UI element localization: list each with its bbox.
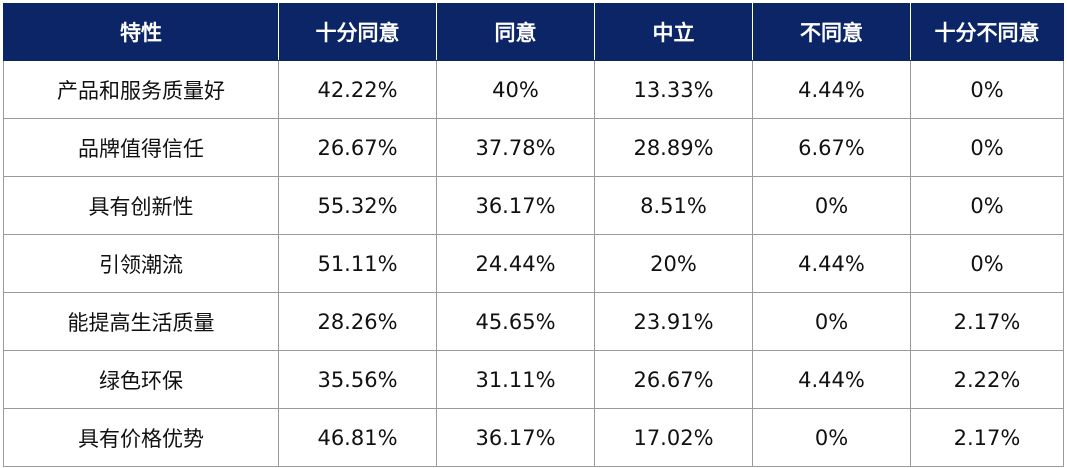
- row-label: 具有价格优势: [3, 408, 279, 467]
- table-cell: 0%: [910, 118, 1064, 177]
- data-table: 特性 十分同意 同意 中立 不同意 十分不同意 产品和服务质量好 42.22% 40% 13.3…: [3, 3, 1064, 467]
- table-cell: 40%: [436, 60, 595, 119]
- table-cell: 51.11%: [278, 234, 437, 293]
- table-cell: 17.02%: [594, 408, 753, 467]
- header-cell: 十分不同意: [910, 3, 1064, 61]
- table-cell: 26.67%: [594, 350, 753, 409]
- table-cell: 0%: [752, 408, 911, 467]
- row-label: 品牌值得信任: [3, 118, 279, 177]
- table-cell: 37.78%: [436, 118, 595, 177]
- table-cell: 36.17%: [436, 408, 595, 467]
- table-cell: 0%: [910, 234, 1064, 293]
- table-cell: 26.67%: [278, 118, 437, 177]
- table-row: 产品和服务质量好 42.22% 40% 13.33% 4.44% 0%: [3, 60, 1064, 119]
- table-cell: 0%: [910, 176, 1064, 235]
- row-label: 能提高生活质量: [3, 292, 279, 351]
- table-cell: 20%: [594, 234, 753, 293]
- table-cell: 6.67%: [752, 118, 911, 177]
- row-label: 引领潮流: [3, 234, 279, 293]
- table-row: 品牌值得信任 26.67% 37.78% 28.89% 6.67% 0%: [3, 118, 1064, 177]
- table-cell: 31.11%: [436, 350, 595, 409]
- table-cell: 4.44%: [752, 350, 911, 409]
- row-label: 产品和服务质量好: [3, 60, 279, 119]
- table-cell: 4.44%: [752, 234, 911, 293]
- table-cell: 36.17%: [436, 176, 595, 235]
- row-label: 绿色环保: [3, 350, 279, 409]
- table-row: 能提高生活质量 28.26% 45.65% 23.91% 0% 2.17%: [3, 292, 1064, 351]
- table-row: 具有价格优势 46.81% 36.17% 17.02% 0% 2.17%: [3, 408, 1064, 467]
- header-cell: 同意: [436, 3, 595, 61]
- table-cell: 23.91%: [594, 292, 753, 351]
- table-cell: 2.17%: [910, 292, 1064, 351]
- table-cell: 46.81%: [278, 408, 437, 467]
- table-cell: 13.33%: [594, 60, 753, 119]
- header-row: 特性 十分同意 同意 中立 不同意 十分不同意: [3, 3, 1064, 61]
- table-body: 产品和服务质量好 42.22% 40% 13.33% 4.44% 0% 品牌值得信任 26.6…: [3, 60, 1064, 467]
- table-row: 引领潮流 51.11% 24.44% 20% 4.44% 0%: [3, 234, 1064, 293]
- table-cell: 0%: [752, 292, 911, 351]
- header-cell: 中立: [594, 3, 753, 61]
- table-cell: 24.44%: [436, 234, 595, 293]
- table-cell: 0%: [910, 60, 1064, 119]
- row-label: 具有创新性: [3, 176, 279, 235]
- table-cell: 4.44%: [752, 60, 911, 119]
- header-cell: 不同意: [752, 3, 911, 61]
- table-cell: 35.56%: [278, 350, 437, 409]
- table-cell: 28.89%: [594, 118, 753, 177]
- table-row: 绿色环保 35.56% 31.11% 26.67% 4.44% 2.22%: [3, 350, 1064, 409]
- table-row: 具有创新性 55.32% 36.17% 8.51% 0% 0%: [3, 176, 1064, 235]
- table-cell: 42.22%: [278, 60, 437, 119]
- table-header: 特性 十分同意 同意 中立 不同意 十分不同意: [3, 3, 1064, 61]
- table-cell: 8.51%: [594, 176, 753, 235]
- table-cell: 0%: [752, 176, 911, 235]
- table-cell: 55.32%: [278, 176, 437, 235]
- table-cell: 2.22%: [910, 350, 1064, 409]
- header-cell: 特性: [3, 3, 279, 61]
- table-cell: 28.26%: [278, 292, 437, 351]
- header-cell: 十分同意: [278, 3, 437, 61]
- table-cell: 2.17%: [910, 408, 1064, 467]
- table-cell: 45.65%: [436, 292, 595, 351]
